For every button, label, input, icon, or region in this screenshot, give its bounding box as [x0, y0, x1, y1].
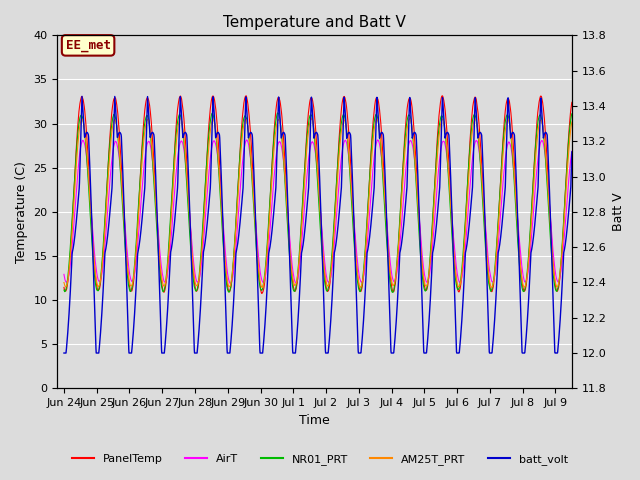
batt_volt: [568, 149, 576, 155]
AirT: [554, 278, 561, 284]
NR01_PRT: [461, 233, 468, 239]
NR01_PRT: [554, 287, 561, 293]
batt_volt: [60, 350, 68, 356]
AirT: [461, 255, 468, 261]
PanelTemp: [294, 274, 302, 279]
PanelTemp: [86, 186, 93, 192]
AM25T_PRT: [554, 284, 561, 289]
AirT: [374, 137, 381, 143]
AirT: [60, 272, 68, 277]
batt_volt: [294, 322, 301, 327]
NR01_PRT: [60, 287, 68, 293]
PanelTemp: [308, 95, 316, 101]
Title: Temperature and Batt V: Temperature and Batt V: [223, 15, 406, 30]
AM25T_PRT: [259, 285, 266, 290]
Legend: PanelTemp, AirT, NR01_PRT, AM25T_PRT, batt_volt: PanelTemp, AirT, NR01_PRT, AM25T_PRT, ba…: [68, 450, 572, 469]
PanelTemp: [461, 238, 468, 244]
batt_volt: [307, 99, 315, 105]
Line: PanelTemp: PanelTemp: [64, 96, 572, 293]
AM25T_PRT: [568, 119, 576, 125]
PanelTemp: [554, 288, 561, 294]
X-axis label: Time: Time: [300, 414, 330, 427]
batt_volt: [78, 94, 86, 99]
Y-axis label: Batt V: Batt V: [612, 192, 625, 231]
AirT: [554, 278, 561, 284]
batt_volt: [86, 172, 94, 178]
Line: AM25T_PRT: AM25T_PRT: [64, 118, 572, 288]
NR01_PRT: [554, 286, 561, 292]
NR01_PRT: [568, 111, 576, 117]
NR01_PRT: [294, 271, 301, 276]
NR01_PRT: [274, 110, 282, 116]
NR01_PRT: [388, 289, 396, 295]
Line: AirT: AirT: [64, 140, 572, 284]
Text: EE_met: EE_met: [65, 39, 111, 52]
AM25T_PRT: [177, 115, 184, 121]
PanelTemp: [60, 285, 68, 290]
batt_volt: [554, 350, 561, 356]
AM25T_PRT: [461, 241, 468, 247]
PanelTemp: [258, 290, 266, 296]
NR01_PRT: [86, 206, 93, 212]
AM25T_PRT: [308, 116, 316, 121]
AM25T_PRT: [554, 284, 561, 289]
AirT: [294, 276, 301, 282]
Line: batt_volt: batt_volt: [64, 96, 572, 353]
AirT: [86, 191, 93, 197]
AirT: [307, 141, 315, 146]
AM25T_PRT: [294, 270, 302, 276]
Y-axis label: Temperature (C): Temperature (C): [15, 161, 28, 263]
batt_volt: [460, 277, 468, 283]
PanelTemp: [568, 99, 576, 105]
batt_volt: [553, 350, 561, 356]
AM25T_PRT: [60, 279, 68, 285]
PanelTemp: [243, 93, 250, 98]
AM25T_PRT: [86, 194, 93, 200]
AirT: [227, 281, 234, 287]
AirT: [568, 148, 576, 154]
Line: NR01_PRT: NR01_PRT: [64, 113, 572, 292]
PanelTemp: [554, 288, 561, 294]
NR01_PRT: [307, 112, 315, 118]
